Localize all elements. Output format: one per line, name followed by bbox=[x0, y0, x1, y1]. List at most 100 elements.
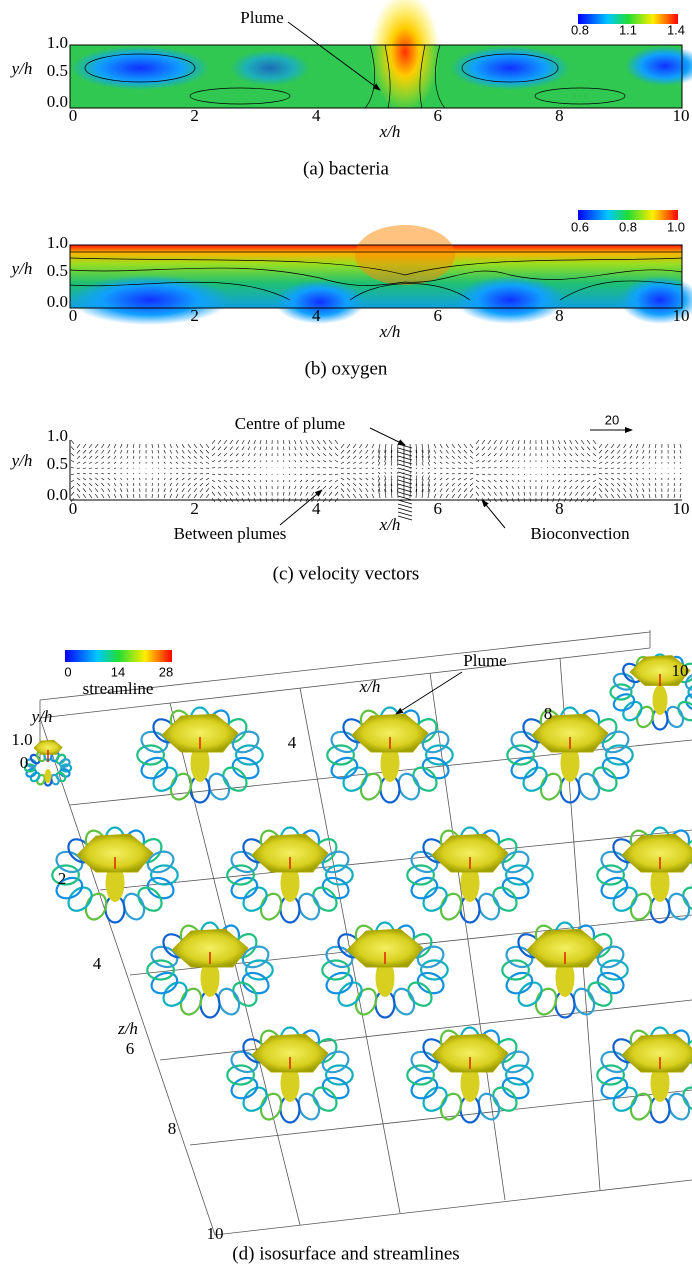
vector bbox=[575, 492, 578, 496]
vector bbox=[248, 492, 250, 496]
vector bbox=[506, 492, 508, 496]
vector bbox=[359, 444, 362, 448]
vector bbox=[89, 462, 92, 464]
streamline bbox=[219, 763, 251, 795]
vector bbox=[372, 488, 374, 492]
vector bbox=[434, 462, 436, 464]
vector bbox=[476, 447, 479, 450]
vector bbox=[194, 473, 197, 474]
vector bbox=[553, 492, 554, 496]
vector bbox=[295, 460, 296, 462]
vector bbox=[518, 480, 519, 482]
vector bbox=[248, 447, 250, 450]
vector bbox=[95, 494, 98, 498]
y-tick-label: 1.0 bbox=[11, 730, 32, 749]
vector bbox=[335, 492, 338, 496]
vector bbox=[624, 462, 626, 464]
vector bbox=[212, 486, 215, 489]
vector bbox=[77, 444, 80, 448]
vector bbox=[83, 456, 86, 459]
vector bbox=[108, 488, 110, 492]
vector bbox=[101, 494, 104, 498]
vector bbox=[494, 440, 497, 444]
vector bbox=[158, 462, 159, 464]
vector bbox=[547, 486, 548, 489]
vector bbox=[434, 483, 436, 486]
vector bbox=[416, 468, 417, 469]
vector bbox=[194, 444, 197, 448]
vector bbox=[289, 492, 290, 496]
vector bbox=[524, 453, 525, 456]
vector bbox=[422, 472, 423, 474]
vector bbox=[464, 444, 467, 448]
streamline bbox=[507, 745, 534, 764]
vector bbox=[500, 480, 502, 482]
vector bbox=[593, 492, 596, 496]
vector bbox=[570, 486, 572, 489]
vector bbox=[605, 488, 608, 492]
vector bbox=[194, 478, 197, 480]
vector bbox=[464, 456, 467, 459]
vector bbox=[458, 450, 461, 453]
vector bbox=[655, 444, 656, 448]
vector bbox=[182, 494, 184, 498]
vector bbox=[643, 483, 644, 486]
streamline bbox=[502, 960, 529, 979]
vector bbox=[353, 462, 356, 464]
vector bbox=[341, 444, 344, 448]
vector bbox=[482, 486, 485, 489]
vector bbox=[524, 492, 525, 496]
vector bbox=[176, 444, 178, 448]
vector bbox=[133, 462, 134, 464]
vector bbox=[458, 494, 461, 498]
streamline bbox=[606, 746, 633, 765]
vector bbox=[575, 480, 578, 482]
vector bbox=[353, 473, 356, 474]
vector bbox=[655, 473, 656, 474]
vector bbox=[587, 486, 590, 489]
streamline bbox=[589, 763, 621, 795]
isosurface-stem bbox=[45, 769, 52, 783]
vector bbox=[242, 486, 244, 489]
vector bbox=[378, 462, 380, 466]
vector bbox=[95, 456, 98, 459]
vector bbox=[83, 450, 86, 453]
vector bbox=[553, 486, 554, 489]
vector bbox=[133, 494, 134, 498]
vector bbox=[158, 483, 159, 486]
vector bbox=[624, 444, 626, 448]
vector bbox=[649, 450, 650, 453]
vector bbox=[108, 462, 110, 464]
colorbar-tick: 1.4 bbox=[667, 22, 685, 37]
vector bbox=[266, 474, 267, 475]
vector bbox=[242, 453, 244, 456]
vector bbox=[176, 488, 178, 492]
vector bbox=[218, 460, 221, 462]
vector bbox=[476, 440, 479, 444]
vector bbox=[158, 444, 159, 448]
vector bbox=[158, 473, 159, 474]
vector bbox=[564, 460, 566, 462]
vector bbox=[611, 456, 614, 459]
vector bbox=[283, 486, 284, 489]
vector bbox=[570, 480, 572, 482]
vector bbox=[655, 450, 656, 453]
vector bbox=[71, 474, 74, 475]
vector bbox=[464, 483, 467, 486]
streamline bbox=[309, 883, 341, 915]
vector bbox=[624, 473, 626, 474]
vector bbox=[366, 494, 368, 498]
vector bbox=[636, 478, 638, 480]
vector bbox=[440, 444, 442, 448]
vector bbox=[649, 483, 650, 486]
vector bbox=[458, 444, 461, 448]
vector bbox=[200, 462, 203, 464]
vector bbox=[176, 456, 178, 459]
vector bbox=[611, 488, 614, 492]
vector bbox=[289, 474, 290, 475]
vector bbox=[101, 450, 104, 453]
vector bbox=[353, 444, 356, 448]
x-tick-label: 4 bbox=[312, 306, 321, 325]
vector bbox=[300, 486, 302, 489]
streamline bbox=[326, 866, 353, 885]
